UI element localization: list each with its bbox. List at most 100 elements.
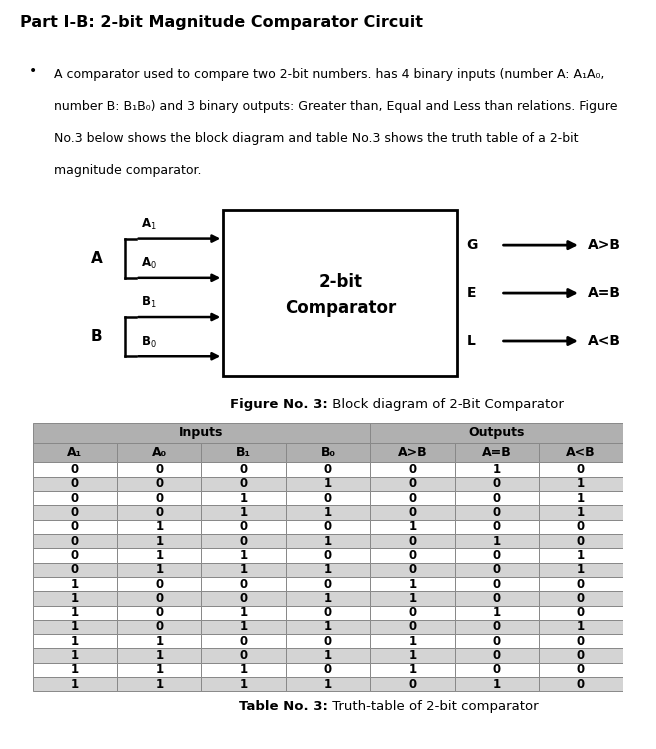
Text: 1: 1	[493, 606, 501, 619]
Bar	[33, 476, 117, 491]
Text: 0: 0	[324, 664, 332, 676]
Text: Inputs: Inputs	[179, 426, 224, 440]
Text: 1: 1	[239, 491, 248, 505]
Text: 1: 1	[324, 620, 332, 634]
Bar	[33, 663, 117, 677]
Text: B$_1$: B$_1$	[140, 295, 156, 311]
Text: 1: 1	[71, 592, 79, 605]
Bar	[286, 605, 370, 620]
Text: Comparator: Comparator	[285, 300, 396, 318]
Bar	[455, 443, 539, 462]
Bar	[33, 620, 117, 634]
Bar	[539, 677, 623, 691]
Text: 1: 1	[408, 649, 417, 662]
Bar	[33, 520, 117, 534]
Bar	[455, 562, 539, 577]
Text: 0: 0	[239, 577, 248, 590]
Bar	[201, 634, 286, 649]
Text: 1: 1	[408, 664, 417, 676]
Text: 0: 0	[324, 491, 332, 505]
Bar	[455, 548, 539, 562]
Text: 0: 0	[408, 491, 417, 505]
Bar	[539, 476, 623, 491]
Text: Outputs: Outputs	[468, 426, 525, 440]
Bar	[370, 462, 455, 476]
Text: 1: 1	[239, 620, 248, 634]
Text: 1: 1	[324, 592, 332, 605]
Bar	[117, 591, 201, 605]
Text: 0: 0	[577, 463, 585, 476]
Text: 1: 1	[493, 463, 501, 476]
Bar	[539, 577, 623, 591]
Bar	[117, 634, 201, 649]
Bar	[33, 423, 370, 443]
Bar	[33, 562, 117, 577]
Text: 0: 0	[408, 463, 417, 476]
Text: E: E	[467, 286, 476, 300]
Bar	[370, 577, 455, 591]
Text: 0: 0	[239, 635, 248, 648]
Text: 1: 1	[155, 635, 163, 648]
Bar	[286, 462, 370, 476]
Bar	[286, 620, 370, 634]
Text: 0: 0	[155, 477, 163, 491]
Bar	[455, 634, 539, 649]
Text: magnitude comparator.: magnitude comparator.	[54, 164, 201, 177]
Text: 1: 1	[155, 678, 163, 691]
Text: 1: 1	[239, 678, 248, 691]
Bar	[370, 520, 455, 534]
Text: 1: 1	[324, 649, 332, 662]
Text: 1: 1	[239, 549, 248, 562]
Bar	[201, 520, 286, 534]
Bar	[286, 491, 370, 506]
Text: B₁: B₁	[236, 446, 251, 459]
Text: 0: 0	[493, 521, 501, 533]
Text: 1: 1	[155, 549, 163, 562]
Text: 1: 1	[324, 563, 332, 576]
Text: 0: 0	[408, 549, 417, 562]
Bar	[33, 462, 117, 476]
Text: G: G	[467, 238, 478, 252]
Bar	[455, 605, 539, 620]
Bar	[455, 577, 539, 591]
Bar	[33, 534, 117, 548]
Bar	[539, 605, 623, 620]
Bar	[201, 506, 286, 520]
Bar	[286, 577, 370, 591]
Text: 0: 0	[155, 606, 163, 619]
Text: 0: 0	[155, 491, 163, 505]
Text: 1: 1	[71, 577, 79, 590]
Text: 0: 0	[493, 563, 501, 576]
Bar	[370, 620, 455, 634]
Bar	[201, 677, 286, 691]
Text: 0: 0	[493, 649, 501, 662]
Bar	[117, 548, 201, 562]
Text: 1: 1	[155, 521, 163, 533]
Bar	[117, 520, 201, 534]
Bar	[33, 591, 117, 605]
Text: 1: 1	[155, 563, 163, 576]
Text: 1: 1	[577, 549, 585, 562]
Text: Truth-table of 2-bit comparator: Truth-table of 2-bit comparator	[328, 700, 539, 713]
Text: 0: 0	[577, 649, 585, 662]
Text: 0: 0	[71, 477, 79, 491]
Bar	[117, 506, 201, 520]
Bar	[370, 423, 623, 443]
Text: 0: 0	[408, 477, 417, 491]
Bar	[370, 506, 455, 520]
Bar	[201, 462, 286, 476]
Text: 0: 0	[408, 506, 417, 519]
Text: 0: 0	[493, 506, 501, 519]
Text: 2-bit: 2-bit	[318, 273, 362, 291]
Bar	[455, 620, 539, 634]
Bar	[117, 605, 201, 620]
Bar	[455, 506, 539, 520]
Bar	[201, 649, 286, 663]
Text: 0: 0	[71, 463, 79, 476]
Bar	[117, 577, 201, 591]
Text: 0: 0	[324, 463, 332, 476]
Bar	[455, 462, 539, 476]
Text: 1: 1	[155, 649, 163, 662]
Bar	[201, 443, 286, 462]
Bar	[370, 591, 455, 605]
